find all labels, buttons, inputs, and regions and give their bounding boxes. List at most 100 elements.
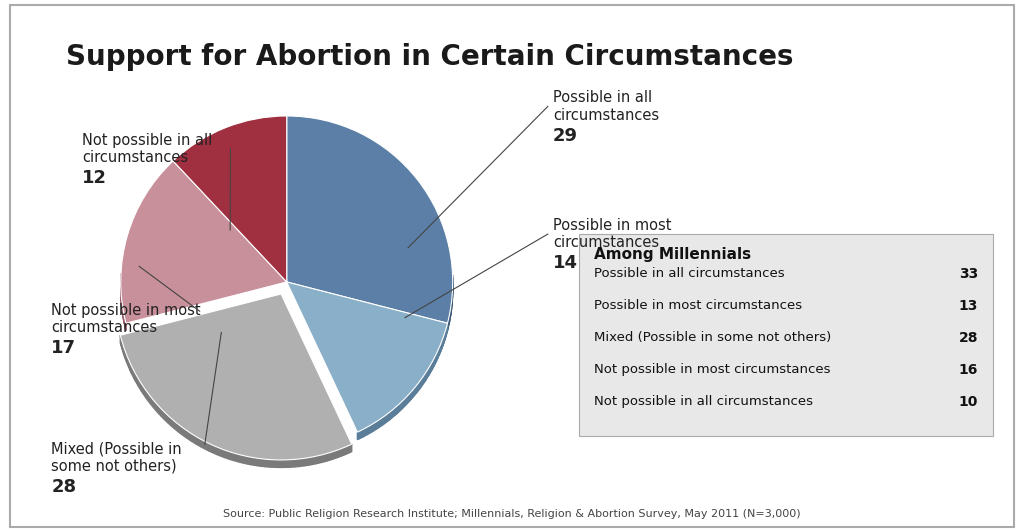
Polygon shape <box>360 430 361 438</box>
Polygon shape <box>364 428 366 436</box>
Polygon shape <box>397 404 399 413</box>
Polygon shape <box>170 417 172 427</box>
Polygon shape <box>129 360 130 370</box>
Wedge shape <box>121 161 287 323</box>
Polygon shape <box>366 428 367 436</box>
Polygon shape <box>144 388 146 398</box>
Polygon shape <box>315 456 318 464</box>
Polygon shape <box>260 459 263 467</box>
Polygon shape <box>127 355 128 365</box>
Polygon shape <box>257 458 260 466</box>
Text: 28: 28 <box>51 478 77 496</box>
Polygon shape <box>395 406 396 415</box>
Polygon shape <box>188 432 191 441</box>
Polygon shape <box>393 408 394 417</box>
Polygon shape <box>245 456 248 464</box>
Polygon shape <box>154 401 156 410</box>
Polygon shape <box>376 421 377 430</box>
Polygon shape <box>390 411 391 419</box>
Text: Support for Abortion in Certain Circumstances: Support for Abortion in Certain Circumst… <box>67 43 794 71</box>
Text: Among Millennials: Among Millennials <box>594 247 751 262</box>
Polygon shape <box>137 376 138 386</box>
Polygon shape <box>177 423 179 433</box>
Polygon shape <box>402 400 403 409</box>
Text: Possible in most
circumstances: Possible in most circumstances <box>553 218 672 250</box>
Polygon shape <box>287 460 289 467</box>
Wedge shape <box>287 116 453 323</box>
Polygon shape <box>383 417 384 425</box>
Polygon shape <box>318 455 322 463</box>
Text: Not possible in all
circumstances: Not possible in all circumstances <box>82 133 212 165</box>
Polygon shape <box>385 414 386 423</box>
Polygon shape <box>370 425 371 434</box>
Polygon shape <box>346 445 349 454</box>
Polygon shape <box>399 403 400 412</box>
Polygon shape <box>330 452 333 460</box>
Polygon shape <box>222 450 225 458</box>
Polygon shape <box>373 423 374 431</box>
Polygon shape <box>400 402 401 411</box>
Polygon shape <box>389 412 390 420</box>
Text: 10: 10 <box>958 395 978 409</box>
Polygon shape <box>141 384 143 394</box>
Polygon shape <box>378 420 379 428</box>
Polygon shape <box>387 413 389 421</box>
Polygon shape <box>357 431 358 439</box>
Text: Not possible in most circumstances: Not possible in most circumstances <box>594 363 830 376</box>
Text: Possible in all circumstances: Possible in all circumstances <box>594 268 784 280</box>
Polygon shape <box>374 422 376 430</box>
Polygon shape <box>309 457 312 465</box>
Polygon shape <box>131 365 133 376</box>
Polygon shape <box>126 352 127 362</box>
Polygon shape <box>304 458 307 466</box>
Polygon shape <box>362 429 364 437</box>
Text: 29: 29 <box>553 127 578 145</box>
Polygon shape <box>186 430 188 439</box>
Polygon shape <box>162 409 164 419</box>
Polygon shape <box>404 398 406 406</box>
Polygon shape <box>349 444 351 453</box>
Polygon shape <box>263 459 265 467</box>
Polygon shape <box>135 373 137 384</box>
Polygon shape <box>380 418 382 427</box>
Wedge shape <box>120 294 351 460</box>
Polygon shape <box>166 413 168 423</box>
Polygon shape <box>322 454 324 462</box>
Polygon shape <box>148 393 150 403</box>
Polygon shape <box>212 445 214 453</box>
Polygon shape <box>333 451 335 459</box>
Polygon shape <box>248 456 251 464</box>
Polygon shape <box>371 425 372 433</box>
Polygon shape <box>327 453 330 461</box>
Polygon shape <box>168 415 170 425</box>
Polygon shape <box>156 403 158 412</box>
Polygon shape <box>199 438 201 447</box>
Polygon shape <box>237 454 240 462</box>
Polygon shape <box>386 414 387 422</box>
Polygon shape <box>201 439 204 448</box>
Polygon shape <box>265 459 268 467</box>
Polygon shape <box>150 396 152 405</box>
Polygon shape <box>231 452 233 461</box>
Polygon shape <box>292 459 295 467</box>
Text: Possible in all
circumstances: Possible in all circumstances <box>553 90 659 122</box>
Polygon shape <box>394 408 395 415</box>
Text: 33: 33 <box>958 267 978 281</box>
Polygon shape <box>278 460 281 468</box>
Text: Not possible in most
circumstances: Not possible in most circumstances <box>51 303 201 335</box>
Polygon shape <box>401 401 402 410</box>
Polygon shape <box>307 458 309 466</box>
Polygon shape <box>191 434 194 443</box>
Polygon shape <box>406 397 407 405</box>
Polygon shape <box>295 459 298 467</box>
Wedge shape <box>173 116 287 282</box>
Polygon shape <box>344 446 346 455</box>
Polygon shape <box>403 399 404 408</box>
Polygon shape <box>183 428 186 438</box>
Text: Mixed (Possible in some not others): Mixed (Possible in some not others) <box>594 331 831 344</box>
Polygon shape <box>140 381 141 391</box>
Polygon shape <box>268 460 271 467</box>
Polygon shape <box>312 456 315 464</box>
Polygon shape <box>158 405 160 414</box>
Polygon shape <box>392 409 393 418</box>
